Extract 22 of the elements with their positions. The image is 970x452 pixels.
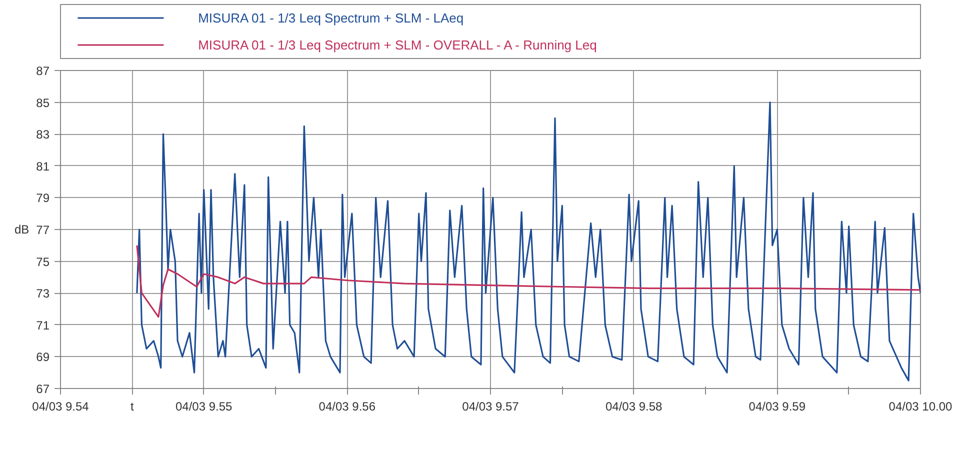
y-tick-label: 75: [36, 254, 50, 269]
y-tick-label: 77: [36, 223, 50, 237]
y-tick-label: 79: [36, 191, 50, 206]
x-tick-label: 04/03 10.00: [888, 400, 953, 414]
x-tick-label: 04/03 9.56: [318, 400, 376, 414]
x-tick-label: 04/03 9.59: [748, 400, 806, 414]
y-tick-label: 71: [36, 318, 50, 332]
x-tick-label: 04/03 9.55: [175, 400, 233, 414]
y-tick-label: 73: [36, 286, 50, 301]
x-tick-label: 04/03 9.58: [605, 400, 663, 414]
text: MISURA 01 - 1/3 Leq Spectrum + SLM - OVERALL - A - Running Leq: [198, 38, 597, 52]
y-tick-label: 81: [36, 159, 50, 174]
y-axis-title: dB: [14, 222, 30, 236]
y-tick-label: 69: [36, 350, 50, 364]
y-tick-label: 85: [36, 96, 50, 110]
x-tick-label: t: [130, 400, 134, 414]
y-tick-label: 67: [36, 382, 50, 396]
y-tick-label: 83: [36, 128, 50, 142]
x-tick-label: 04/03 9.54: [32, 400, 90, 414]
x-tick-label: 04/03 9.57: [462, 400, 520, 414]
text: MISURA 01 - 1/3 Leq Spectrum + SLM - LAeq: [198, 10, 464, 26]
y-tick-label: 87: [36, 64, 50, 78]
